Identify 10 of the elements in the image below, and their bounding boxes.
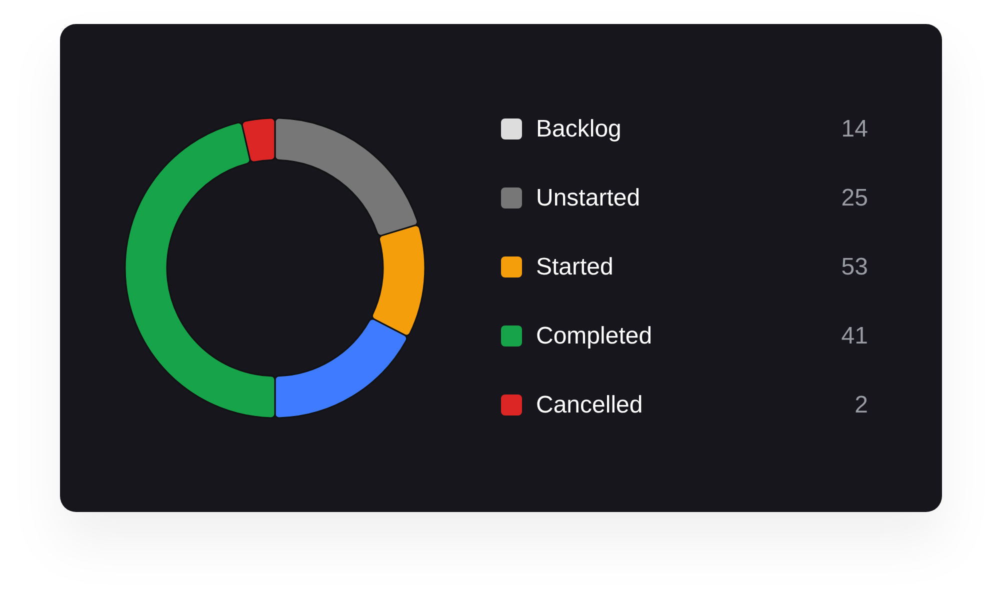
category-label: Started xyxy=(536,254,614,280)
category-label: Backlog xyxy=(536,116,622,142)
data-label: 41 xyxy=(841,322,868,350)
category-label: Unstarted xyxy=(536,184,640,212)
data-label: 2 xyxy=(854,392,868,418)
data-label: 53 xyxy=(841,254,868,280)
category-label: Cancelled xyxy=(536,392,643,418)
data-label: 25 xyxy=(841,184,868,212)
category-label: Completed xyxy=(536,322,652,350)
data-label: 14 xyxy=(841,116,868,142)
